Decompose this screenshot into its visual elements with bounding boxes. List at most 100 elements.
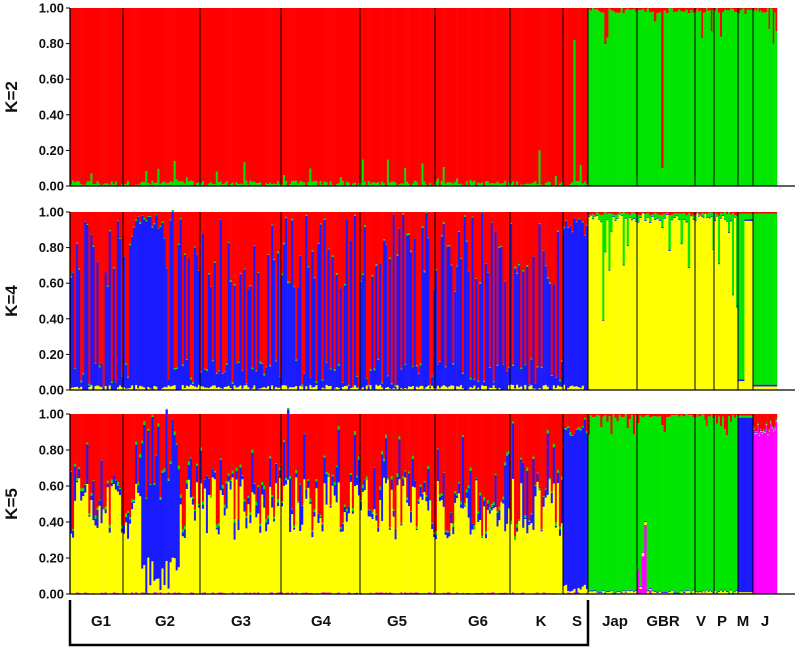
bar-segment <box>229 183 232 186</box>
bar-segment <box>155 214 158 216</box>
bar-segment <box>100 414 103 460</box>
bar-segment <box>552 212 556 285</box>
bar-segment <box>413 487 417 593</box>
bar-segment <box>508 8 511 183</box>
bar-segment <box>508 366 511 369</box>
bar-segment <box>762 432 765 594</box>
bar-segment <box>177 592 180 594</box>
bar-segment <box>456 178 459 186</box>
bar-segment <box>620 414 623 417</box>
bar-segment <box>556 470 560 473</box>
bar-segment <box>761 8 764 13</box>
bar-segment <box>347 506 351 514</box>
bar-segment <box>742 8 745 187</box>
bar-segment <box>120 387 124 390</box>
bar-segment <box>494 475 497 508</box>
bar-segment <box>78 478 81 593</box>
bar-segment <box>526 471 529 534</box>
bar-segment <box>94 212 97 364</box>
bar-segment <box>709 10 712 186</box>
bar-segment <box>379 499 382 593</box>
bar-segment <box>98 500 101 506</box>
bar-segment <box>189 377 193 380</box>
bar-segment <box>450 511 453 513</box>
bar-segment <box>577 588 580 593</box>
bar-segment <box>363 8 367 182</box>
bar-segment <box>415 592 418 594</box>
bar-segment <box>82 8 85 185</box>
bar-segment <box>600 222 603 390</box>
bar-segment <box>702 591 705 594</box>
bar-segment <box>624 217 628 219</box>
bar-segment <box>327 8 330 185</box>
bar-segment <box>189 592 193 594</box>
bar-segment <box>626 428 630 590</box>
bar-segment <box>604 592 607 594</box>
bar-segment <box>558 529 562 536</box>
bar-segment <box>297 287 300 390</box>
bar-segment <box>327 414 330 474</box>
bar-segment <box>116 414 120 483</box>
bar-segment <box>243 162 246 186</box>
bar-segment <box>394 386 397 389</box>
bar-segment <box>402 183 405 186</box>
bar-segment <box>141 215 144 387</box>
bar-segment <box>433 534 436 537</box>
bar-segment <box>658 416 662 591</box>
bar-segment <box>421 163 424 186</box>
bar-segment <box>243 212 246 269</box>
bar-segment <box>698 11 700 187</box>
bar-segment <box>86 181 89 186</box>
bar-segment <box>485 414 488 532</box>
bar-segment <box>768 29 771 186</box>
bar-segment <box>610 590 613 594</box>
bar-segment <box>641 212 645 214</box>
bar-segment <box>680 591 684 594</box>
bar-segment <box>70 471 73 472</box>
bar-segment <box>695 212 697 215</box>
bar-segment <box>283 441 286 486</box>
bar-segment <box>161 568 164 594</box>
bar-segment <box>504 462 507 466</box>
bar-segment <box>772 431 775 594</box>
bar-segment <box>70 414 73 472</box>
bar-segment <box>379 486 382 490</box>
bar-segment <box>571 435 574 591</box>
bar-segment <box>604 415 607 593</box>
bar-segment <box>608 270 611 390</box>
bar-segment <box>392 388 395 390</box>
bar-segment <box>680 8 684 12</box>
bar-segment <box>492 508 495 593</box>
bar-segment <box>377 359 380 387</box>
bar-segment <box>518 414 521 520</box>
bar-segment <box>581 414 585 427</box>
bar-segment <box>243 414 246 500</box>
bar-segment <box>565 429 568 585</box>
bar-segment <box>479 519 482 593</box>
bar-segment <box>436 178 440 186</box>
bar-segment <box>754 384 757 387</box>
bar-segment <box>193 511 197 521</box>
bar-segment <box>86 414 89 443</box>
bar-segment <box>253 483 256 495</box>
bar-segment <box>471 8 474 182</box>
bar-segment <box>200 447 203 451</box>
bar-segment <box>363 490 367 594</box>
bar-segment <box>622 417 625 591</box>
bar-segment <box>644 214 647 221</box>
bar-segment <box>471 181 474 186</box>
bar-segment <box>628 591 632 594</box>
bar-segment <box>760 213 762 385</box>
bar-segment <box>281 212 284 274</box>
bar-segment <box>241 184 244 186</box>
bar-segment <box>446 414 449 531</box>
bar-segment <box>311 8 314 182</box>
bar-segment <box>86 483 89 593</box>
bar-segment <box>764 212 766 214</box>
bar-segment <box>649 212 652 216</box>
bar-segment <box>506 523 509 593</box>
bar-segment <box>738 592 741 594</box>
bar-segment <box>331 414 334 475</box>
bar-segment <box>433 532 436 535</box>
bar-segment <box>767 433 769 435</box>
